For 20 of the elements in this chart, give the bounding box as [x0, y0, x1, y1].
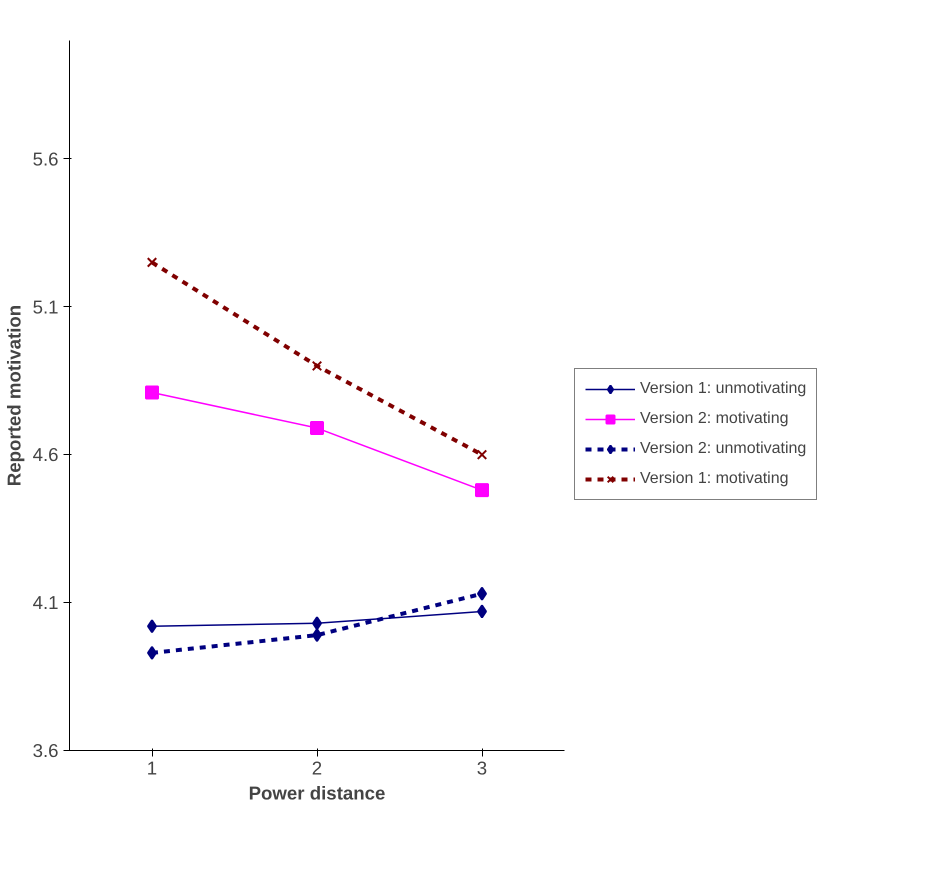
y-tick-label: 5.6: [32, 148, 59, 170]
x-axis-title: Power distance: [248, 782, 386, 804]
y-tick-label: 4.6: [32, 444, 59, 466]
legend-label: Version 1: unmotivating: [640, 380, 806, 398]
point: [145, 386, 159, 400]
legend-label: Version 2: motivating: [640, 410, 789, 428]
legend-label: Version 1: motivating: [640, 470, 789, 488]
legend-label: Version 2: unmotivating: [640, 440, 806, 458]
point: [310, 421, 324, 436]
y-tick-label: 5.1: [32, 296, 59, 318]
y-axis-title: Reported motivation: [4, 304, 25, 486]
x-tick-label: 3: [476, 758, 488, 778]
y-tick-label: 3.6: [32, 740, 59, 761]
x-tick-label: 2: [312, 758, 322, 778]
point: [312, 360, 322, 372]
point: [146, 257, 158, 268]
x-tick-label: 1: [146, 758, 158, 778]
point: [475, 483, 489, 498]
point: [476, 449, 488, 460]
y-tick-label: 4.1: [32, 592, 59, 614]
